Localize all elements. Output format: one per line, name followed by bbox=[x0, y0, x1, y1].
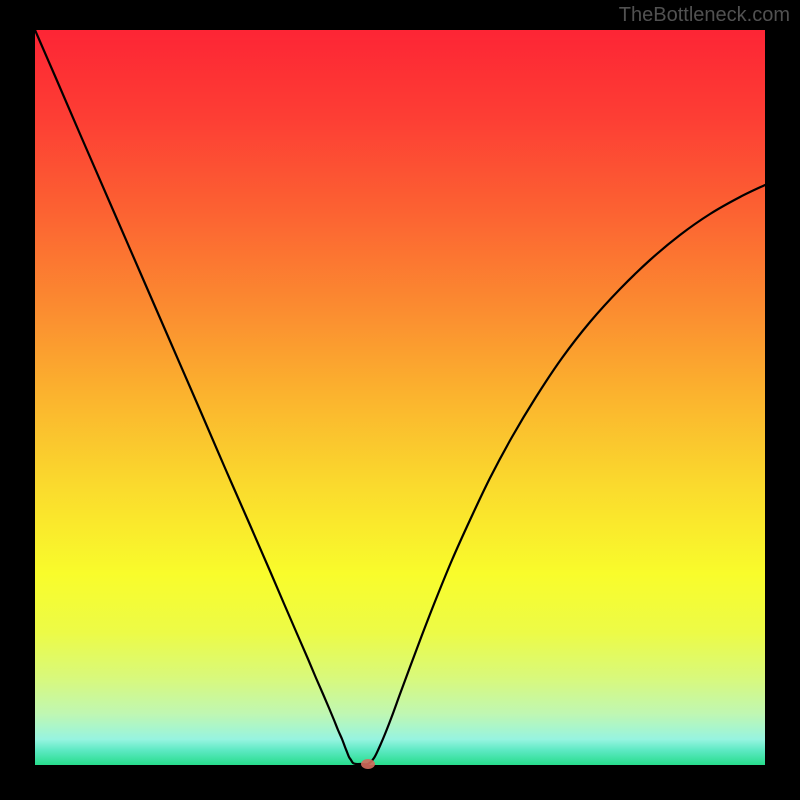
chart-container: TheBottleneck.com bbox=[0, 0, 800, 800]
bottleneck-chart bbox=[0, 0, 800, 800]
plot-background bbox=[35, 30, 765, 765]
watermark-text: TheBottleneck.com bbox=[619, 4, 790, 27]
optimal-point-marker bbox=[361, 759, 375, 769]
